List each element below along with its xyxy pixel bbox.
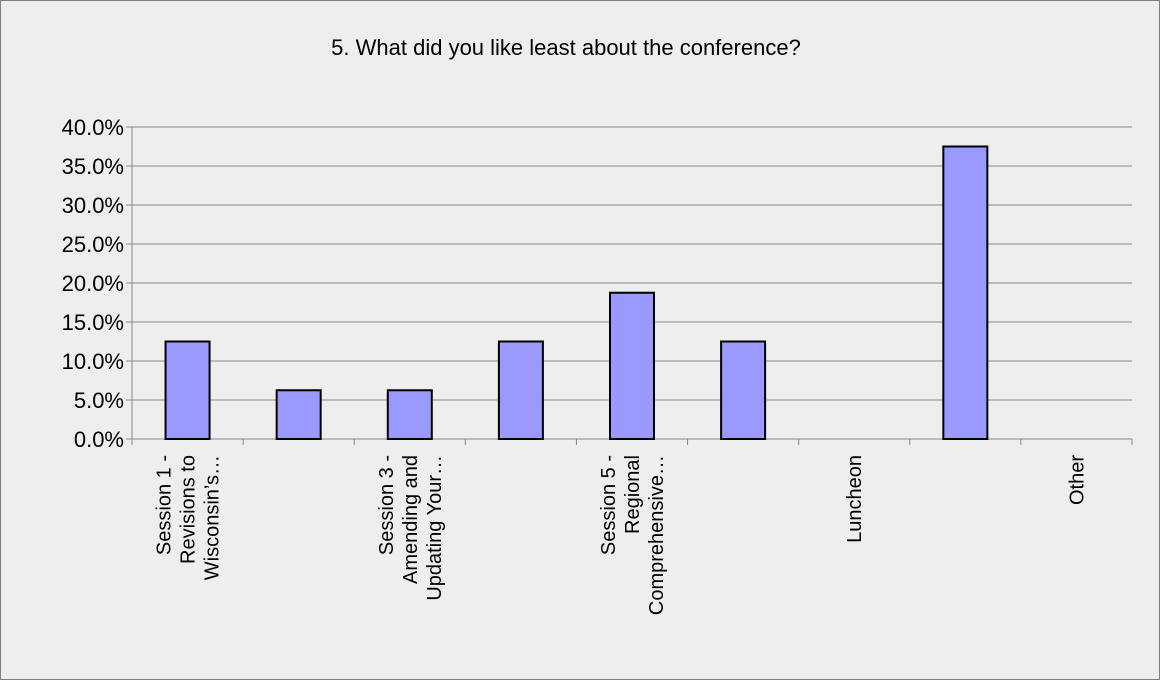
x-category-label: Amending and: [400, 455, 422, 584]
y-tick-label: 10.0%: [62, 349, 124, 374]
y-tick-label: 20.0%: [62, 271, 124, 296]
y-tick-label: 25.0%: [62, 232, 124, 257]
y-tick-label: 30.0%: [62, 193, 124, 218]
bar: [942, 145, 989, 440]
x-category-label: Session 3 -: [376, 455, 398, 555]
bar: [386, 389, 433, 440]
y-tick-label: 40.0%: [62, 115, 124, 140]
bar: [164, 340, 211, 440]
x-category-label: Luncheon: [844, 455, 866, 543]
bar: [275, 389, 322, 440]
x-category-label: Updating Your…: [424, 455, 446, 601]
x-category-label: Other: [1066, 455, 1088, 505]
x-category-label: Session 1 -: [154, 455, 176, 555]
x-category-label: Revisions to: [178, 455, 200, 564]
x-category-label: Session 5 -: [598, 455, 620, 555]
bar: [497, 340, 544, 440]
y-tick-label: 35.0%: [62, 154, 124, 179]
x-category-label: Wisconsin’s…: [202, 455, 224, 580]
x-category-label: Regional: [622, 455, 644, 534]
y-tick-label: 5.0%: [74, 388, 124, 413]
bar: [609, 291, 655, 440]
y-tick-label: 0.0%: [74, 427, 124, 452]
y-tick-label: 15.0%: [62, 310, 124, 335]
chart-title: 5. What did you like least about the con…: [331, 35, 801, 60]
bar: [720, 340, 767, 440]
x-category-label: Comprehensive…: [646, 455, 668, 615]
